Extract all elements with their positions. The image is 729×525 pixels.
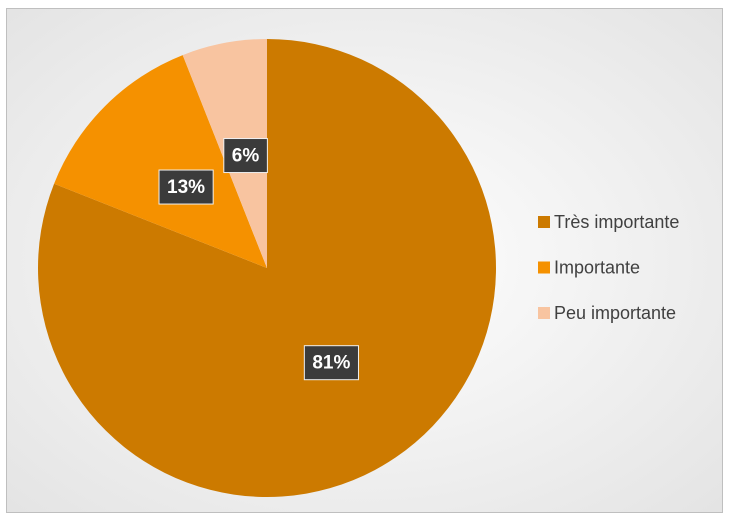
legend-swatch	[538, 307, 550, 319]
data-label-text: 81%	[312, 353, 350, 374]
legend-label: Très importante	[554, 212, 679, 232]
data-label-box	[303, 345, 359, 381]
legend-swatch	[538, 216, 550, 228]
legend-swatch	[538, 261, 550, 274]
legend: Très importante Importante Peu importante	[538, 212, 679, 323]
pie	[37, 39, 496, 497]
legend-label: Importante	[554, 257, 640, 277]
data-label: 81%	[303, 345, 359, 381]
data-label-box	[223, 138, 268, 174]
legend-label: Peu importante	[554, 303, 676, 323]
data-label: 13%	[158, 169, 214, 205]
data-label: 6%	[223, 138, 268, 174]
data-label-text: 13%	[167, 177, 205, 198]
data-labels: 81% 13% 6%	[158, 138, 359, 381]
data-label-text: 6%	[232, 146, 260, 167]
data-label-box	[158, 169, 214, 205]
pie-slice	[54, 55, 268, 269]
